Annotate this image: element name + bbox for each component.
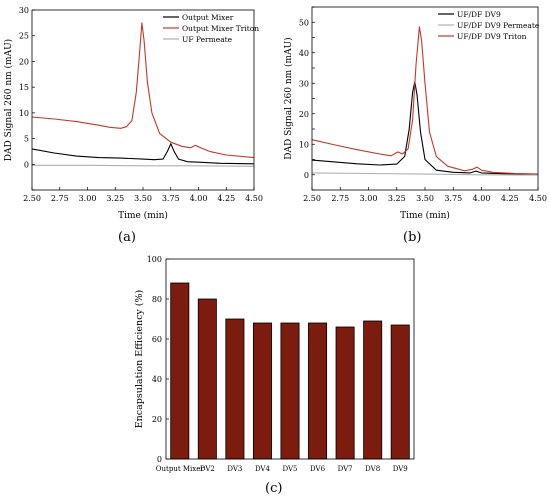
x-tick-label-c-3: DV4	[255, 465, 271, 473]
panel-label-b: (b)	[403, 230, 422, 245]
y-tick-label-b-11: 50	[299, 18, 309, 27]
y-tick-label-b-3: 10	[299, 140, 309, 149]
y-axis-label-c: Encapsulation Efficiency (%)	[134, 290, 145, 429]
panel-label-a: (a)	[118, 230, 136, 245]
plot-frame-c	[165, 258, 415, 460]
x-tick-label-b-3: 3.25	[388, 194, 406, 203]
x-tick-label-a-6: 4.00	[190, 194, 208, 203]
legend-label-b-1: UF/DF DV9 Permeate	[457, 21, 540, 30]
x-tick-label-b-5: 3.75	[444, 194, 462, 203]
series-line-a-1	[31, 22, 255, 159]
y-tick-label-c-1: 20	[152, 415, 162, 424]
y-tick-label-c-0: 0	[157, 455, 162, 464]
y-tick-label-a-4: 15	[19, 83, 29, 92]
x-tick-label-a-3: 3.25	[106, 194, 124, 203]
x-tick-label-b-7: 4.25	[501, 194, 519, 203]
bar-3	[252, 322, 272, 460]
series-line-a-2	[32, 164, 255, 167]
x-axis-label-a: Time (min)	[118, 210, 168, 221]
bar-7	[363, 320, 383, 460]
series-line-b-0	[311, 81, 539, 175]
bar-6	[335, 326, 355, 460]
x-tick-label-c-5: DV6	[310, 465, 326, 473]
y-tick-label-c-2: 40	[152, 375, 162, 384]
x-tick-label-a-1: 2.75	[51, 194, 69, 203]
series-line-b-1	[311, 172, 539, 176]
legend-label-a-1: Output Mixer Triton	[182, 24, 259, 33]
x-tick-label-c-0: Output Mixer	[156, 465, 205, 473]
x-axis-label-b: Time (min)	[400, 210, 450, 221]
legend-label-a-2: UF Permeate	[182, 35, 233, 44]
y-axis-label-a: DAD Signal 260 nm (mAU)	[3, 39, 14, 161]
bar-1	[197, 298, 217, 460]
x-tick-label-c-4: DV5	[283, 465, 298, 473]
x-tick-label-a-7: 4.25	[217, 194, 235, 203]
bar-0	[170, 282, 190, 460]
y-tick-label-b-1: 0	[304, 171, 309, 180]
chart-a: 2.50 2.75 3.00 3.25 3.50 3.75 4.00 4.25 4.50 0 5 10…	[3, 6, 263, 221]
bar-5	[308, 322, 328, 460]
bar-8	[390, 324, 410, 460]
y-tick-label-b-5: 20	[299, 110, 309, 119]
x-tick-label-b-0: 2.50	[303, 194, 321, 203]
x-tick-label-a-4: 3.50	[134, 194, 152, 203]
x-tick-label-b-1: 2.75	[331, 194, 349, 203]
legend-label-b-2: UF/DF DV9 Triton	[457, 32, 527, 41]
x-tick-label-b-6: 4.00	[473, 194, 491, 203]
y-tick-label-c-5: 100	[147, 255, 162, 264]
y-tick-label-a-5: 20	[19, 57, 29, 66]
y-tick-label-a-6: 25	[19, 32, 29, 41]
x-tick-label-a-8: 4.50	[245, 194, 263, 203]
x-tick-label-c-8: DV9	[393, 465, 408, 473]
series-line-b-2	[311, 26, 539, 175]
series-line-a-0	[31, 143, 255, 165]
chart-b: 2.50 2.75 3.00 3.25 3.50 3.75 4.00 4.25 4.50 0 10 2…	[283, 6, 547, 221]
legend-label-a-0: Output Mixer	[182, 13, 234, 22]
x-tick-label-b-2: 3.00	[360, 194, 378, 203]
x-tick-label-c-2: DV3	[227, 465, 242, 473]
y-tick-label-a-2: 5	[24, 135, 29, 144]
x-tick-label-b-8: 4.50	[529, 194, 547, 203]
y-tick-label-b-9: 40	[299, 49, 309, 58]
y-tick-label-c-4: 80	[152, 295, 162, 304]
y-tick-label-c-3: 60	[152, 335, 162, 344]
panel-label-c: (c)	[265, 481, 283, 496]
y-tick-label-b-7: 30	[299, 79, 309, 88]
x-tick-label-c-1: DV2	[200, 465, 215, 473]
y-axis-label-b: DAD Signal 260 nm (mAU)	[283, 37, 294, 159]
bar-4	[280, 322, 300, 460]
x-tick-label-a-2: 3.00	[79, 194, 97, 203]
x-tick-label-b-4: 3.50	[416, 194, 434, 203]
legend-label-b-0: UF/DF DV9	[457, 10, 501, 19]
y-tick-label-a-3: 10	[19, 109, 29, 118]
y-tick-label-a-1: 0	[24, 160, 29, 169]
x-tick-label-a-0: 2.50	[23, 194, 41, 203]
x-tick-label-c-7: DV8	[365, 465, 380, 473]
x-tick-label-c-6: DV7	[338, 465, 353, 473]
bar-2	[225, 318, 245, 460]
y-tick-label-a-7: 30	[19, 6, 29, 15]
x-tick-label-a-5: 3.75	[162, 194, 180, 203]
